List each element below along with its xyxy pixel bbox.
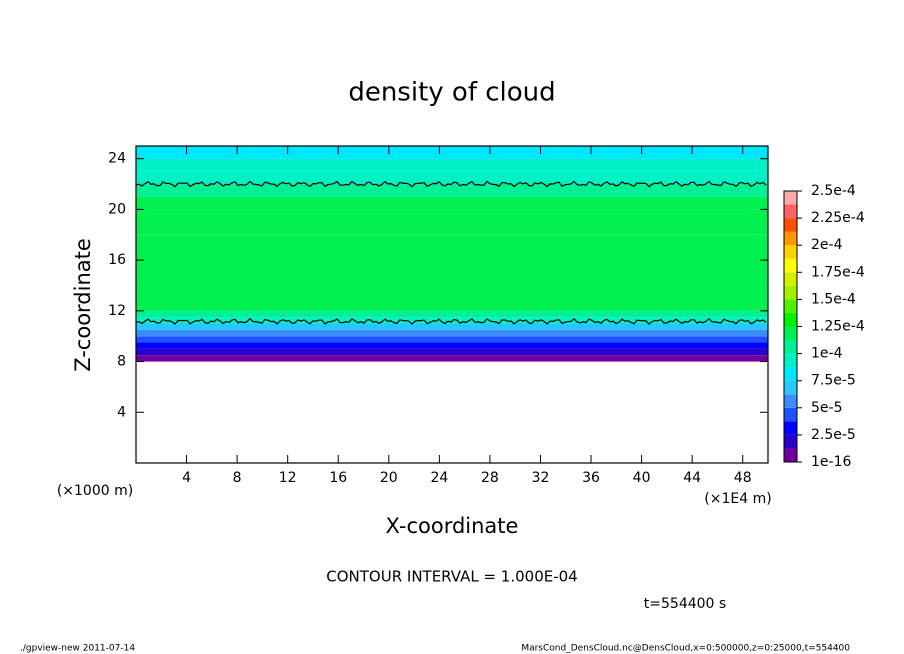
colorbar-swatch [784,434,797,449]
contour-interval: CONTOUR INTERVAL = 1.000E-04 [326,568,577,586]
colorbar-swatch [784,421,797,435]
colorbar-swatch [784,204,797,219]
colorbar-swatch [784,218,797,232]
x-axis-label: X-coordinate [386,514,519,538]
x-tick-label: 40 [633,470,651,486]
colorbar-swatch [784,367,797,381]
field-band [136,336,768,343]
colorbar-label: 1.25e-4 [811,319,865,335]
colorbar-label: 5e-5 [811,400,842,416]
colorbar-swatch [784,353,797,368]
x-tick-label: 36 [582,470,600,486]
footer-right: MarsCond_DensCloud.nc@DensCloud,x=0:5000… [521,644,850,654]
colorbar-swatch [784,285,797,300]
y-tick-label: 20 [108,201,126,217]
footer-left: ./gpview-new 2011-07-14 [20,644,135,654]
colorbar-swatch [784,326,797,341]
y-tick-label: 4 [117,404,126,420]
field-band [136,348,768,356]
colorbar-swatch [784,191,797,205]
colorbar-swatch [784,258,797,273]
x-tick-label: 20 [380,470,398,486]
field-band [136,196,768,210]
colorbar-swatch [784,340,797,354]
colorbar-swatch [784,380,797,395]
field-band [136,285,768,311]
colorbar-label: 2.25e-4 [811,210,865,226]
x-tick-label: 44 [683,470,701,486]
y-tick-label: 24 [108,151,126,167]
x-tick-label: 48 [734,470,752,486]
chart-title: density of cloud [348,78,555,108]
colorbar-label: 2.5e-4 [811,183,856,199]
time-label: t=554400 s [644,596,726,612]
y-tick-label: 12 [108,303,126,319]
field-band [136,323,768,330]
colorbar-label: 2.5e-5 [811,427,856,443]
x-tick-label: 32 [532,470,550,486]
x-tick-label: 12 [279,470,297,486]
field-band [136,184,768,197]
field-band [136,234,768,286]
colorbar-label: 7.5e-5 [811,373,856,389]
colorbar-swatch [784,448,797,462]
colorbar-label: 2e-4 [811,237,843,253]
colorbar-swatch [784,407,797,422]
colorbar-swatch [784,272,797,286]
field-band [136,146,768,159]
colorbar-swatch [784,299,797,313]
field-band [136,342,768,349]
x-tick-label: 24 [430,470,448,486]
field-band [136,329,768,337]
field-band [136,171,768,185]
contour-line [135,180,767,188]
field-band [136,209,768,235]
colorbar-swatch [784,245,797,259]
y-axis-label: Z-coordinate [71,238,95,372]
x-tick-label: 28 [481,470,499,486]
colorbar-label: 1.75e-4 [811,264,865,280]
colorbar-swatch [784,312,797,327]
x-tick-label: 16 [329,470,347,486]
y-tick-label: 16 [108,252,126,268]
colorbar-label: 1.5e-4 [811,291,856,307]
contour-line [135,317,767,325]
colorbar-swatch [784,231,797,246]
x-tick-label: 8 [233,470,242,486]
colorbar-label: 1e-4 [811,346,843,362]
plot-frame [135,145,769,464]
x-unit-label: (×1E4 m) [704,491,771,507]
y-unit-label: (×1000 m) [57,483,133,499]
field-band [136,355,768,362]
y-tick-label: 8 [117,354,126,370]
colorbar-label: 1e-16 [811,454,851,470]
field-band [136,310,768,318]
colorbar-swatch [784,394,797,408]
field-band [136,158,768,172]
x-tick-label: 4 [182,470,191,486]
